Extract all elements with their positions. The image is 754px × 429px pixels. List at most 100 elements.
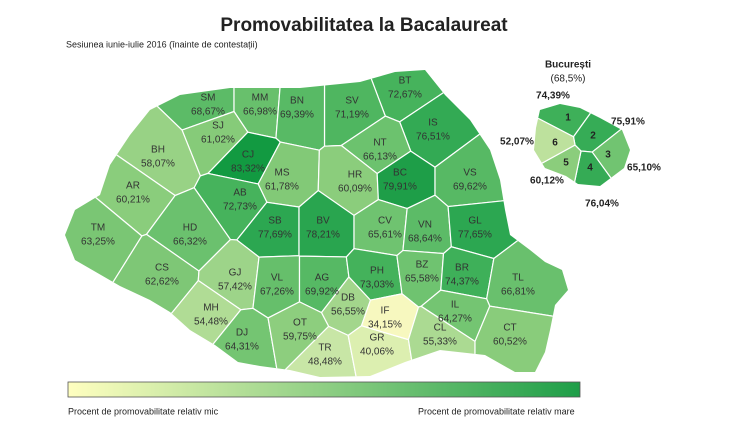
county-value: 60,09% (338, 184, 372, 195)
sector-number: 6 (552, 138, 558, 149)
sector (534, 107, 576, 177)
county-labels: SM 68,67% MM 66,98% BT 72,67% SV 71,19% BN 69,39%… (81, 76, 535, 368)
county-code: DB (341, 293, 355, 304)
county-code: GJ (229, 268, 242, 279)
county-code: BR (455, 263, 469, 274)
sector-value: 60,12% (530, 176, 564, 187)
county-value: 72,67% (388, 90, 422, 101)
county-code: AR (126, 181, 140, 192)
county-value: 68,67% (191, 107, 225, 118)
county-value: 69,92% (305, 287, 339, 298)
sector-number: 3 (605, 150, 611, 161)
sector-number: 1 (565, 113, 571, 124)
county-value: 79,91% (383, 182, 417, 193)
sector (591, 105, 630, 186)
county-value: 34,15% (368, 320, 402, 331)
county-value: 72,73% (223, 202, 257, 213)
county-value: 61,78% (265, 182, 299, 193)
county-value: 60,52% (493, 337, 527, 348)
county-code: VS (463, 168, 477, 179)
sector-number: 2 (590, 131, 596, 142)
county-value: 67,26% (260, 287, 294, 298)
county-code: TL (512, 273, 524, 284)
county-code: SB (268, 216, 282, 227)
sector-value: 76,04% (585, 199, 619, 210)
bucharest-total: (68,5%) (550, 74, 585, 85)
county-code: GR (370, 333, 385, 344)
county-code: AG (315, 273, 330, 284)
county-code: CL (434, 323, 447, 334)
county-value: 71,19% (335, 110, 369, 121)
county-value: 60,21% (116, 195, 150, 206)
county-value: 54,48% (194, 317, 228, 328)
county-value: 65,58% (405, 274, 439, 285)
county-value: 69,62% (453, 182, 487, 193)
county-value: 64,31% (225, 342, 259, 353)
county-code: IL (451, 300, 460, 311)
county-code: MH (203, 303, 219, 314)
sector-labels: 1 74,39% 2 75,91% 3 65,10% 4 76,04% 5 60,12% 6 52,0… (500, 91, 661, 210)
county-code: OT (293, 318, 307, 329)
county-value: 56,55% (331, 307, 365, 318)
county-value: 73,03% (360, 280, 394, 291)
sector-number: 4 (587, 163, 593, 174)
county-value: 66,32% (173, 237, 207, 248)
county-value: 64,27% (438, 314, 472, 325)
county-code: VN (418, 220, 432, 231)
bucharest-name: București (545, 60, 591, 71)
county-code: CT (503, 323, 516, 334)
county-code: BC (393, 168, 407, 179)
legend-bar (67, 381, 581, 398)
county-value: 74,37% (445, 277, 479, 288)
county-value: 66,98% (243, 107, 277, 118)
legend-low: Procent de promovabilitate relativ mic (68, 406, 219, 416)
sector-value: 75,91% (611, 117, 645, 128)
county-value: 83,32% (231, 164, 265, 175)
county-code: IS (428, 118, 438, 129)
county-code: CS (155, 263, 169, 274)
county-code: TR (318, 343, 331, 354)
county-value: 61,02% (201, 135, 235, 146)
county-code: CV (378, 216, 392, 227)
county-code: SJ (212, 121, 224, 132)
county-code: MM (252, 93, 269, 104)
county-value: 69,39% (280, 110, 314, 121)
county-code: AB (233, 188, 247, 199)
county-value: 58,07% (141, 159, 175, 170)
county-value: 48,48% (308, 357, 342, 368)
sector-value: 74,39% (536, 91, 570, 102)
county-value: 76,51% (416, 132, 450, 143)
title: Promovabilitatea la Bacalaureat (220, 15, 508, 36)
county-value: 59,75% (283, 332, 317, 343)
county (360, 293, 420, 341)
county-code: BZ (416, 260, 429, 271)
county-value: 55,33% (423, 337, 457, 348)
county-value: 66,13% (363, 152, 397, 163)
county-code: GL (468, 216, 482, 227)
county-value: 66,81% (501, 287, 535, 298)
county-code: SV (345, 96, 359, 107)
county-value: 78,21% (306, 230, 340, 241)
county-code: BT (399, 76, 412, 87)
county-value: 63,25% (81, 237, 115, 248)
legend-high: Procent de promovabilitate relativ mare (418, 406, 575, 416)
county-value: 62,62% (145, 277, 179, 288)
county-code: DJ (236, 328, 248, 339)
county-value: 65,61% (368, 230, 402, 241)
sector-number: 5 (563, 158, 569, 169)
county-code: CJ (242, 150, 254, 161)
county-code: IF (381, 306, 390, 317)
county-code: HR (348, 170, 362, 181)
county-code: BV (316, 216, 330, 227)
county-value: 57,42% (218, 282, 252, 293)
county-code: BN (290, 96, 304, 107)
county-code: VL (271, 273, 284, 284)
county-code: SM (201, 93, 216, 104)
county-code: BH (151, 145, 165, 156)
county-code: HD (183, 223, 197, 234)
county-value: 77,65% (458, 230, 492, 241)
county-code: PH (370, 266, 384, 277)
subtitle: Sesiunea iunie-iulie 2016 (înainte de co… (66, 39, 258, 49)
county-value: 77,69% (258, 230, 292, 241)
